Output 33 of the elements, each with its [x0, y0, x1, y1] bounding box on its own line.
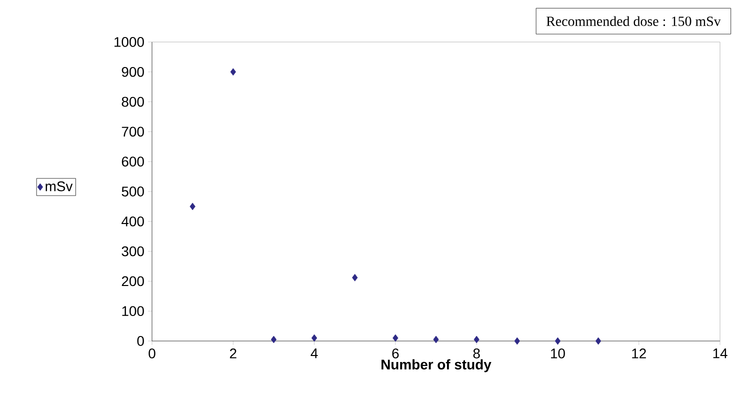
x-tick-label: 10 [551, 348, 565, 358]
x-tick-label: 14 [713, 348, 728, 358]
x-tick-label: 6 [392, 348, 399, 358]
x-tick-label: 0 [148, 348, 156, 358]
y-tick-label: 0 [137, 336, 144, 346]
point [311, 334, 318, 342]
y-tick-label: 700 [122, 126, 144, 137]
point [433, 336, 439, 344]
y-tick-label: 600 [122, 156, 144, 167]
y-tick-label: 400 [122, 216, 144, 226]
y-tick-label: 800 [122, 96, 144, 107]
point [270, 336, 277, 344]
y-tick-label: 900 [122, 66, 144, 77]
legend-label: mSv [46, 181, 73, 192]
point [392, 334, 398, 342]
x-tick-label: 12 [632, 348, 646, 358]
point [190, 202, 196, 210]
point [595, 337, 602, 345]
x-tick-label: 2 [230, 348, 236, 358]
y-tick-label: 200 [122, 276, 144, 286]
y-tick-label: 300 [122, 246, 144, 256]
y-tick-label: 1000 [114, 37, 144, 47]
point [474, 336, 480, 344]
point [554, 337, 561, 345]
x-tick-label: 4 [310, 348, 318, 358]
point [230, 68, 236, 76]
point [352, 274, 358, 282]
y-tick-label: 500 [122, 186, 144, 196]
text: Recommended dose : 150 mSv [546, 16, 721, 26]
y-tick-label: 100 [122, 306, 144, 316]
x-axis-title: Number of study [382, 359, 492, 372]
x-tick-label: 8 [473, 348, 480, 358]
point [514, 337, 520, 345]
